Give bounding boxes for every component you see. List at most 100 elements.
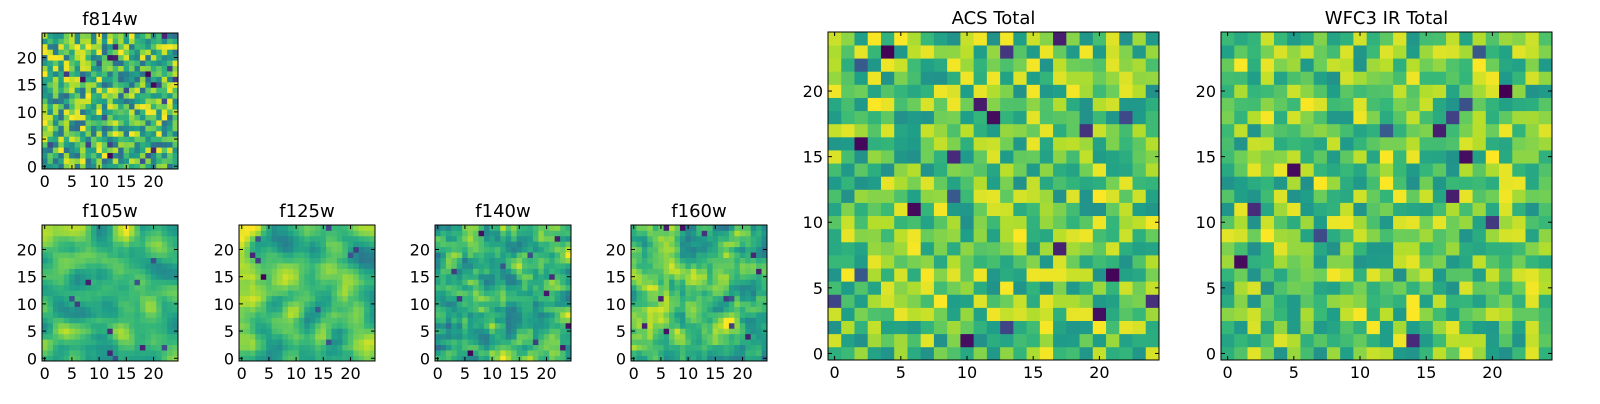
f105w-cell [101,295,108,302]
acs-total-cell [854,346,869,361]
f140w-cell [500,246,507,253]
f814w-cell [161,33,168,39]
f125w-cell [331,301,338,307]
f814w-cell [167,54,173,61]
f140w-cell [473,290,479,297]
wfc3-ir-total-cell [1340,281,1354,295]
wfc3-ir-total-cell [1393,71,1407,85]
f814w-cell [101,114,108,121]
f105w-cell [172,333,179,340]
f125w-cell [331,241,338,248]
f125w-cell [347,328,354,335]
wfc3-ir-total-cell [1499,333,1513,348]
f814w-cell [118,109,124,115]
f105w-cell [107,235,114,242]
f125w-cell [271,241,278,248]
acs-total-ytick-label: 0 [813,344,823,363]
f160w-cell [734,339,741,346]
acs-total-cell [1066,241,1080,256]
f160w-cell [663,257,670,264]
acs-total-cell [854,268,869,282]
f140w-cell [511,257,517,264]
acs-total-cell [1119,58,1133,72]
f125w-cell [266,344,272,351]
f160w-cell [685,273,692,280]
f160w-cell [734,344,741,351]
f140w-cell [516,344,523,351]
f140w-cell [500,284,507,291]
f814w-cell [107,49,114,56]
f140w-cell [451,295,458,302]
wfc3-ir-total-cell [1419,320,1434,335]
wfc3-ir-total-cell [1512,163,1526,177]
f105w-cell [90,257,97,264]
f140w-cell [451,268,458,275]
acs-total-cell [867,110,882,125]
wfc3-ir-total-cell [1446,320,1460,335]
f140w-cell [554,252,561,258]
f125w-cell [293,284,300,291]
f140w-cell [549,317,556,324]
f140w-cell [543,241,550,248]
wfc3-ir-total-cell [1419,123,1434,138]
acs-total-cell [880,281,895,295]
f160w-cell [636,235,643,242]
f160w-cell [750,344,757,351]
f140w-xtick-label: 15 [509,364,529,383]
f814w-cell [161,109,168,115]
f160w-cell [707,339,713,346]
f814w-cell [129,54,135,61]
f125w-cell [282,322,289,329]
acs-total-cell [854,320,869,335]
wfc3-ir-total-cell [1234,320,1248,335]
f105w-cell [58,301,65,307]
acs-total-cell [854,97,869,112]
f105w-cell [74,295,81,302]
f105w-cell [150,350,157,356]
f125w-cell [347,295,354,302]
f814w-cell [139,54,146,61]
f105w-cell [69,273,75,280]
wfc3-ir-total-cell [1393,150,1407,164]
f125w-cell [282,290,289,297]
f814w-cell [139,163,146,170]
f125w-cell [255,295,262,302]
f160w-cell [679,273,686,280]
acs-total-cell [828,228,842,243]
wfc3-ir-total-cell [1419,333,1434,348]
wfc3-ir-total-cell [1393,281,1407,295]
f160w-cell [761,230,768,237]
f105w-cell [58,235,65,242]
f160w-cell [734,306,741,313]
acs-total-xtick-label: 5 [896,363,906,382]
f125w-cell [266,312,272,318]
f140w-cell [451,301,458,307]
f140w-cell [478,290,485,297]
f125w-cell [244,263,251,269]
f105w-cell [58,279,65,286]
f140w-cell [511,355,517,362]
f160w-cell [739,290,746,297]
f125w-cell [249,290,256,297]
f814w-cell [80,120,86,126]
f125w-cell [358,312,365,318]
f125w-cell [244,279,251,286]
wfc3-ir-total-cell [1247,58,1262,72]
wfc3-ir-total-cell [1313,268,1328,282]
acs-total-cell [933,241,948,256]
f105w-cell [167,241,173,248]
acs-total-cell [1132,58,1147,72]
f105w-cell [129,317,135,324]
f105w-cell [134,312,141,318]
wfc3-ir-total-cell [1247,32,1262,46]
f140w-cell [543,350,550,356]
f105w-cell [80,312,86,318]
f140w-cell [527,273,534,280]
f814w-frame [41,32,179,170]
f160w-cell [739,273,746,280]
f140w-cell [445,301,452,307]
f160w-cell [707,246,713,253]
f160w-cell [696,317,703,324]
wfc3-ir-total-cell [1313,110,1328,125]
wfc3-ir-total-cell [1432,307,1447,321]
